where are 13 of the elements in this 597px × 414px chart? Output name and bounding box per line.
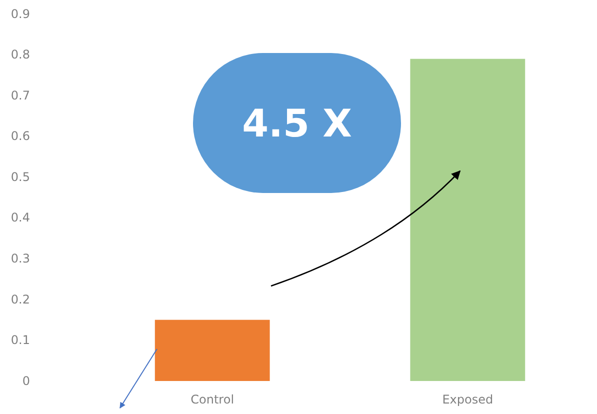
y-tick-label: 0.7: [10, 88, 30, 102]
x-tick-label: Exposed: [442, 392, 494, 407]
y-tick-label: 0.1: [10, 333, 30, 348]
y-tick-label: 0.3: [10, 252, 30, 266]
x-tick-label: Control: [190, 392, 234, 407]
y-tick-label: 0.9: [10, 6, 30, 21]
y-tick-label: 0.2: [10, 292, 30, 306]
y-tick-label: 0: [22, 374, 30, 388]
y-tick-label: 0.6: [10, 129, 30, 144]
y-tick-label: 0.8: [10, 48, 30, 62]
annotation: 4.5 X: [242, 101, 352, 146]
y-tick-label: 0.4: [10, 210, 30, 225]
y-tick-label: 0.5: [10, 170, 30, 184]
